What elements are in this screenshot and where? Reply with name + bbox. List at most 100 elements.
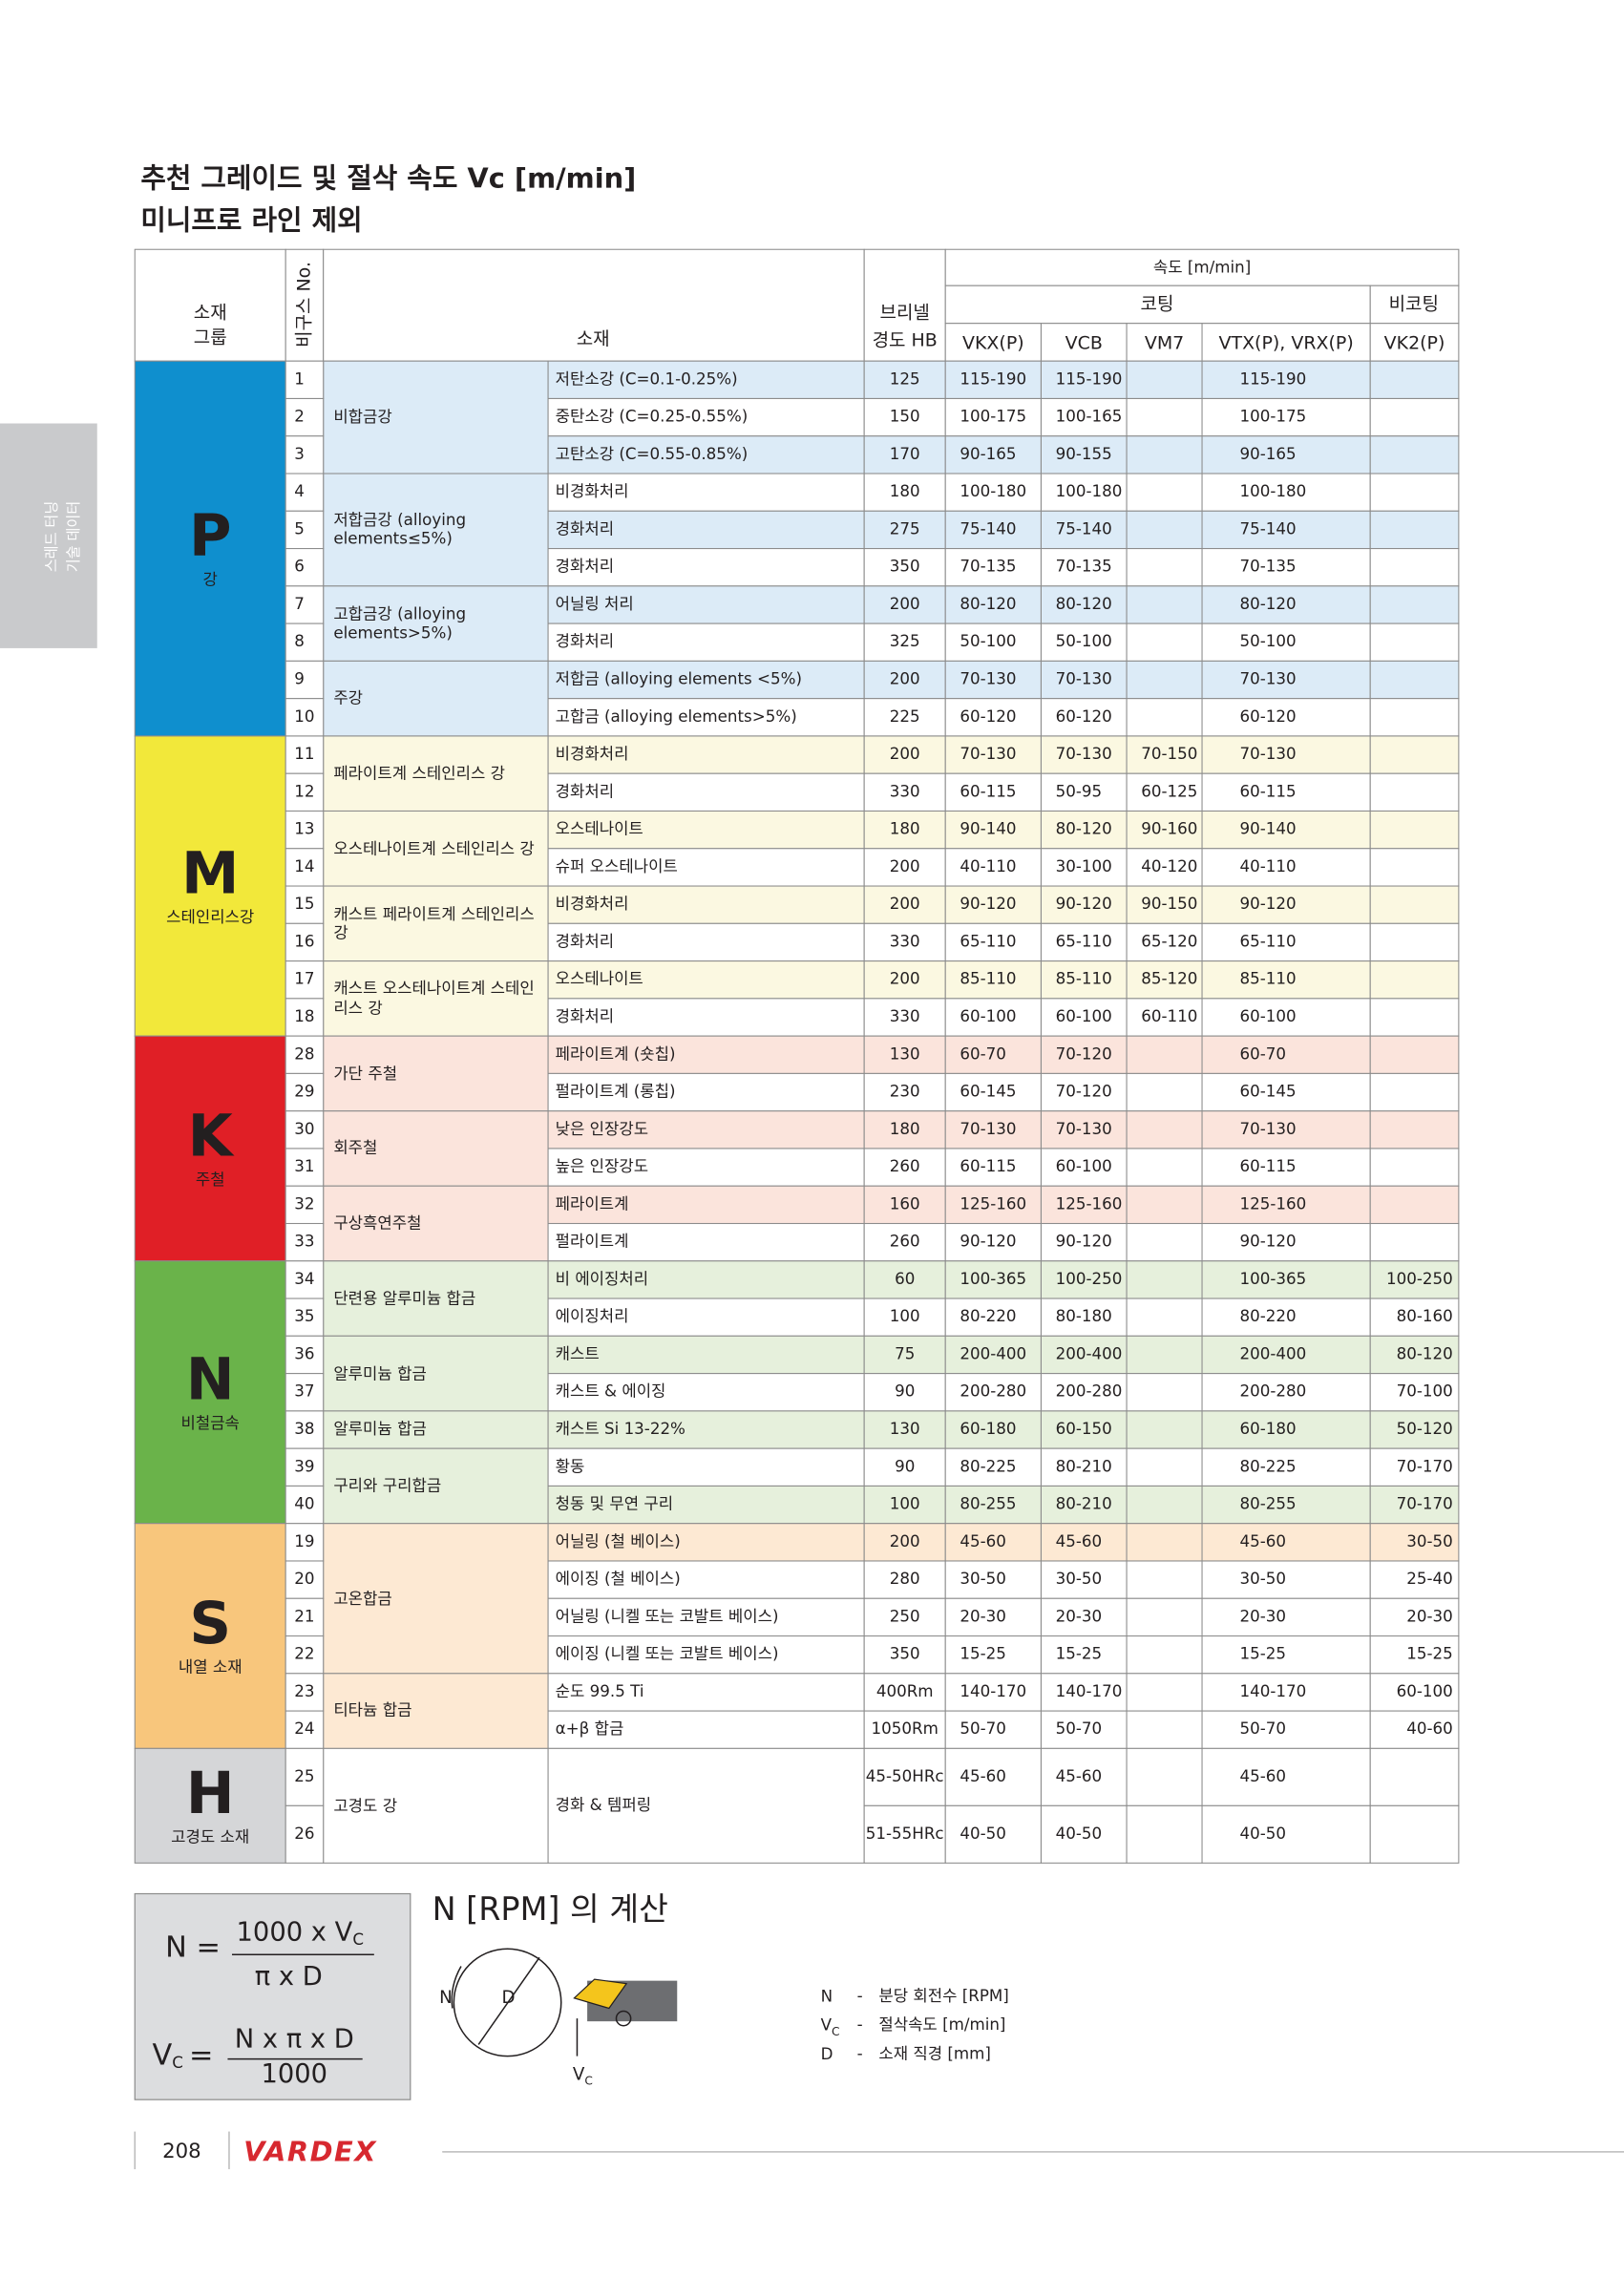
cell [547,1485,865,1525]
subgroup-label: 페라이트계 스테인리스 강 [333,764,505,783]
cell [1369,360,1460,399]
speed: 60-70 [1240,1044,1287,1063]
cell [944,960,1042,1000]
speed: 80-255 [960,1494,1016,1513]
hardness: 130 [890,1419,920,1438]
cell [1369,1410,1460,1449]
speed: 60-150 [1056,1419,1112,1438]
cell [1201,885,1371,924]
subgroup-label: 구리와 구리합금 [333,1476,442,1496]
speed: 20-30 [1240,1606,1287,1625]
workpiece [453,1948,562,2057]
header-text: 소재 [577,328,610,349]
cell [1126,1072,1203,1112]
cell [547,772,865,812]
material: 에이징 (니켈 또는 코발트 베이스) [556,1644,779,1663]
group-cell [134,360,286,737]
speed: 80-225 [960,1456,1016,1475]
group-letter: H [186,1761,235,1827]
cell [547,622,865,662]
row-no: 2 [294,407,305,426]
speed: 70-150 [1141,744,1197,763]
speed: 75-140 [960,518,1016,538]
hardness: 200 [890,856,920,875]
subgroup-label: 캐스트 페라이트계 스테인리스 강 [333,904,535,943]
cell [285,1747,325,1806]
speed: 60-145 [1240,1082,1297,1101]
side-tab-text: 기술 데이터 [65,501,82,573]
cell [1201,735,1371,774]
cell [944,922,1042,962]
speed: 90-165 [1240,444,1297,463]
legend-symbol: C [832,2024,839,2037]
cell [1040,1222,1128,1262]
speed: 60-145 [960,1082,1016,1101]
hardness: 260 [890,1232,920,1251]
header-cell [1369,323,1460,362]
group-cell [134,1747,286,1864]
speed: 75-140 [1240,518,1297,538]
formula: N = [165,1931,221,1965]
subgroup-cell [323,1410,549,1449]
legend-dash: - [857,1986,863,2005]
row-no: 26 [294,1824,314,1843]
cell [944,1523,1042,1562]
cell [1126,1148,1203,1187]
material: 순도 99.5 Ti [556,1681,644,1700]
hardness: 280 [890,1569,920,1588]
cell [1201,922,1371,962]
speed: 140-170 [1240,1681,1307,1700]
group-name: 주철 [196,1170,225,1189]
speed: 60-110 [1141,1006,1197,1025]
speed: 100-365 [960,1269,1026,1288]
subgroup-cell [323,1335,549,1412]
cell [1369,998,1460,1037]
cell [1126,735,1203,774]
cell [285,810,325,850]
material: 어닐링 처리 [556,594,634,613]
speed: 115-190 [1240,369,1307,388]
hardness: 200 [890,669,920,688]
speed: 80-210 [1056,1494,1112,1513]
header-text: 소재 [194,303,227,324]
cell [547,1410,865,1449]
cell [944,1260,1042,1299]
header-cell [323,248,865,362]
cell [1126,1260,1203,1299]
cell [944,510,1042,550]
cell [1369,1710,1460,1749]
formula: 1000 x V [237,1917,353,1947]
hardness: 51-55HRc [866,1824,944,1843]
cell [1040,510,1128,550]
speed: 85-110 [1240,969,1297,988]
cell [1369,922,1460,962]
cell [1369,585,1460,624]
row-no: 7 [294,594,305,613]
speed: 100-175 [960,407,1026,426]
subgroup-cell [323,585,549,662]
speed: 40-60 [1406,1719,1453,1738]
cell [1126,1297,1203,1337]
material: 오스테나이트 [556,969,643,988]
cell [1369,848,1460,887]
subgroup-label: 고경도 강 [333,1796,398,1816]
speed: 70-130 [1056,744,1112,763]
material: 비 에이징처리 [556,1269,648,1288]
speed: 90-120 [1240,894,1297,913]
cell [944,1485,1042,1525]
subgroup-label: 단련용 알루미늄 합금 [333,1289,475,1308]
cell [863,1804,946,1864]
speed: 80-220 [960,1306,1016,1325]
subgroup-label: 가단 주철 [333,1064,397,1083]
row-no: 17 [294,969,314,988]
speed: 60-180 [960,1419,1016,1438]
hardness: 400Rm [876,1681,934,1700]
material: 오스테나이트 [556,819,643,838]
cell [1369,1260,1460,1299]
subgroup-label: 오스테나이트계 스테인리스 강 [333,838,535,858]
column-name: VK2(P) [1384,332,1445,353]
row-no: 14 [294,856,314,875]
cell [285,360,325,399]
speed: 50-70 [1240,1719,1287,1738]
